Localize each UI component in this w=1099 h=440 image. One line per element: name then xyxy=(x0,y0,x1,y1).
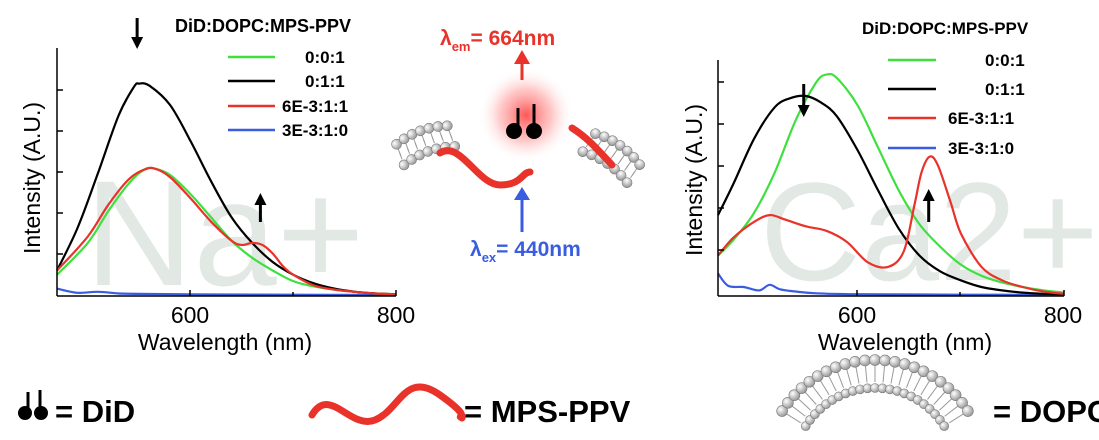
right-legend-label-2: 6E-3:1:1 xyxy=(948,109,1014,128)
right-series-line-6E-3:1:1 xyxy=(717,155,1065,295)
left-xtick-800: 800 xyxy=(377,302,415,328)
emission-arrow xyxy=(514,50,530,80)
right-emission-chart: Ca2+ 600 800 Wavelength (nm) Intensity (… xyxy=(681,19,1099,355)
right-x-ticks xyxy=(856,290,1065,296)
left-legend-label-1: 0:1:1 xyxy=(305,72,345,91)
left-legend-label-2: 6E-3:1:1 xyxy=(282,97,348,116)
left-membrane-fragment xyxy=(391,120,461,171)
right-series-line-3E-3:1:0 xyxy=(717,272,1065,296)
energy-transfer-schematic: λem= 664nm λex= 440nm xyxy=(391,27,645,265)
polymer-chain-right xyxy=(568,124,616,169)
right-legend-label-3: 3E-3:1:0 xyxy=(948,139,1014,158)
did-key-label: = DiD xyxy=(55,394,135,429)
right-down-arrow xyxy=(797,84,810,117)
emission-wavelength-label: λem= 664nm xyxy=(440,27,555,54)
left-legend-label-0: 0:0:1 xyxy=(305,48,345,67)
left-legend: 0:0:1 0:1:1 6E-3:1:1 3E-3:1:0 xyxy=(228,48,348,140)
dopc-symbol xyxy=(776,354,974,431)
right-y-axis-label: Intensity (A.U.) xyxy=(681,104,707,256)
left-legend-label-3: 3E-3:1:0 xyxy=(282,121,348,140)
dopc-key-label: = DOPC xyxy=(993,394,1099,429)
left-x-axis-label: Wavelength (nm) xyxy=(138,329,312,355)
right-membrane-fragment xyxy=(577,128,645,188)
right-series-line-0:1:1 xyxy=(717,94,1065,296)
did-dye-molecule xyxy=(506,104,542,139)
right-x-axis-label: Wavelength (nm) xyxy=(818,329,992,355)
emission-glow xyxy=(478,67,574,163)
left-y-ticks xyxy=(57,89,63,255)
left-legend-title: DiD:DOPC:MPS-PPV xyxy=(175,16,351,36)
right-legend-label-0: 0:0:1 xyxy=(985,51,1025,70)
symbol-key: = DiD = MPS-PPV = DOPC xyxy=(18,354,1099,431)
right-series-line-0:0:1 xyxy=(717,72,1065,294)
excitation-arrow xyxy=(514,187,530,232)
right-series-layer xyxy=(717,72,1065,296)
mpsppv-symbol xyxy=(308,383,466,425)
right-up-arrow xyxy=(922,189,935,222)
right-y-ticks xyxy=(718,81,724,251)
excitation-wavelength-label: λex= 440nm xyxy=(470,238,581,265)
left-arrows xyxy=(131,18,267,222)
mpsppv-key-label: = MPS-PPV xyxy=(464,394,631,429)
right-legend-label-1: 0:1:1 xyxy=(985,80,1025,99)
right-xtick-600: 600 xyxy=(838,302,876,328)
left-up-arrow xyxy=(254,193,267,222)
right-arrows xyxy=(797,84,935,222)
right-legend-title: DiD:DOPC:MPS-PPV xyxy=(862,19,1029,38)
right-watermark: Ca2+ xyxy=(760,153,1099,310)
left-x-ticks xyxy=(189,290,397,296)
right-legend: 0:0:1 0:1:1 6E-3:1:1 3E-3:1:0 xyxy=(888,51,1025,158)
left-series-line-6E-3:1:1 xyxy=(56,166,397,296)
polymer-chain xyxy=(436,147,534,189)
right-xtick-800: 800 xyxy=(1044,302,1082,328)
left-down-arrow xyxy=(131,18,144,49)
did-symbol xyxy=(18,390,48,420)
left-emission-chart: Na+ 600 800 Wavelength (nm) Intensity (A… xyxy=(19,16,415,355)
left-xtick-600: 600 xyxy=(171,302,209,328)
left-y-axis-label: Intensity (A.U.) xyxy=(19,102,45,254)
